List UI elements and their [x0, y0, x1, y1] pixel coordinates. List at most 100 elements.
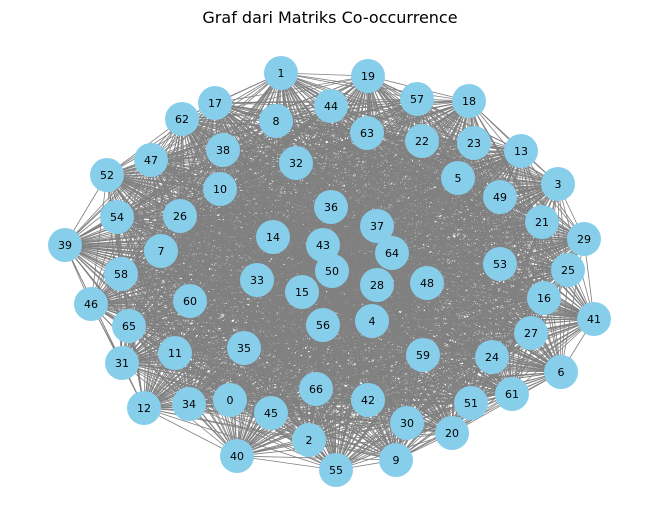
edge-36-62	[181, 118, 332, 208]
node-25: 25	[551, 253, 585, 287]
edge-52-60	[106, 174, 191, 302]
node-circle	[567, 222, 601, 256]
node-label: 28	[370, 279, 384, 292]
edge-21-51	[470, 221, 543, 404]
node-circle	[299, 372, 333, 406]
node-27: 27	[514, 316, 548, 350]
node-2: 2	[292, 423, 326, 457]
node-label: 43	[316, 239, 330, 252]
node-39: 39	[48, 228, 82, 262]
node-35: 35	[227, 331, 261, 365]
node-circle	[227, 331, 261, 365]
node-26: 26	[163, 199, 197, 233]
node-label: 60	[183, 295, 197, 308]
edge-48-49	[426, 196, 501, 284]
edge-53-61	[499, 263, 513, 395]
node-circle	[100, 200, 134, 234]
edge-34-58	[120, 273, 190, 405]
node-circle	[105, 346, 139, 380]
node-17: 17	[198, 86, 232, 120]
edge-29-50	[331, 238, 585, 272]
node-48: 48	[410, 266, 444, 300]
node-label: 46	[84, 298, 98, 311]
edge-61-62	[181, 118, 513, 395]
node-label: 41	[587, 313, 601, 326]
node-label: 59	[416, 349, 430, 362]
edge-48-55	[335, 282, 428, 471]
edge-42-61	[367, 393, 513, 401]
edge-53-63	[366, 132, 501, 265]
node-label: 22	[415, 135, 429, 148]
edge-57-66	[315, 98, 418, 390]
node-circle	[441, 161, 475, 195]
node-circle	[410, 266, 444, 300]
node-51: 51	[454, 386, 488, 420]
edge-16-60	[189, 297, 545, 302]
node-label: 30	[400, 417, 414, 430]
edge-47-49	[150, 159, 501, 198]
node-62: 62	[165, 102, 199, 136]
edge-38-57	[222, 98, 418, 151]
edge-51-60	[189, 300, 472, 404]
node-circle	[375, 236, 409, 270]
node-15: 15	[285, 275, 319, 309]
node-36: 36	[314, 190, 348, 224]
node-label: 2	[306, 434, 313, 447]
node-label: 3	[555, 178, 562, 191]
node-49: 49	[483, 180, 517, 214]
node-label: 34	[182, 398, 196, 411]
edge-50-53	[331, 263, 501, 272]
node-circle	[206, 133, 240, 167]
node-circle	[306, 308, 340, 342]
node-circle	[292, 423, 326, 457]
node-64: 64	[375, 236, 409, 270]
edge-43-47	[150, 159, 324, 246]
edge-46-61	[90, 303, 513, 395]
edge-59-66	[315, 354, 424, 390]
graph-title: Graf dari Matriks Co-occurrence	[202, 8, 457, 27]
edge-48-61	[426, 282, 513, 395]
node-circle	[264, 56, 298, 90]
node-label: 6	[558, 366, 565, 379]
node-circle	[315, 254, 349, 288]
node-circle	[144, 234, 178, 268]
node-29: 29	[567, 222, 601, 256]
node-12: 12	[127, 391, 161, 425]
edge-59-64	[391, 252, 424, 356]
node-32: 32	[279, 146, 313, 180]
edge-50-57	[331, 98, 418, 272]
edge-12-45	[143, 407, 272, 414]
node-circle	[525, 205, 559, 239]
edge-53-59	[422, 263, 501, 356]
node-54: 54	[100, 200, 134, 234]
node-circle	[285, 275, 319, 309]
node-19: 19	[351, 59, 385, 93]
edge-21-61	[511, 221, 543, 395]
node-circle	[475, 340, 509, 374]
edge-54-64	[116, 216, 393, 254]
edge-37-55	[335, 225, 378, 471]
node-label: 49	[493, 191, 507, 204]
node-circle	[279, 146, 313, 180]
node-56: 56	[306, 308, 340, 342]
node-label: 62	[175, 113, 189, 126]
edge-46-52	[90, 174, 108, 305]
edge-54-56	[116, 216, 324, 326]
edge-43-62	[181, 118, 324, 246]
edge-58-66	[120, 273, 317, 390]
node-circle	[213, 383, 247, 417]
node-7: 7	[144, 234, 178, 268]
edge-65-66	[128, 325, 317, 390]
edge-49-50	[331, 196, 501, 272]
node-58: 58	[104, 257, 138, 291]
edge-29-64	[391, 238, 585, 254]
node-circle	[254, 396, 288, 430]
edge-62-66	[181, 118, 317, 390]
node-circle	[112, 309, 146, 343]
node-16: 16	[527, 281, 561, 315]
node-circle	[220, 439, 254, 473]
node-circle	[198, 86, 232, 120]
edge-53-64	[391, 252, 501, 265]
node-14: 14	[256, 220, 290, 254]
node-label: 63	[360, 127, 374, 140]
